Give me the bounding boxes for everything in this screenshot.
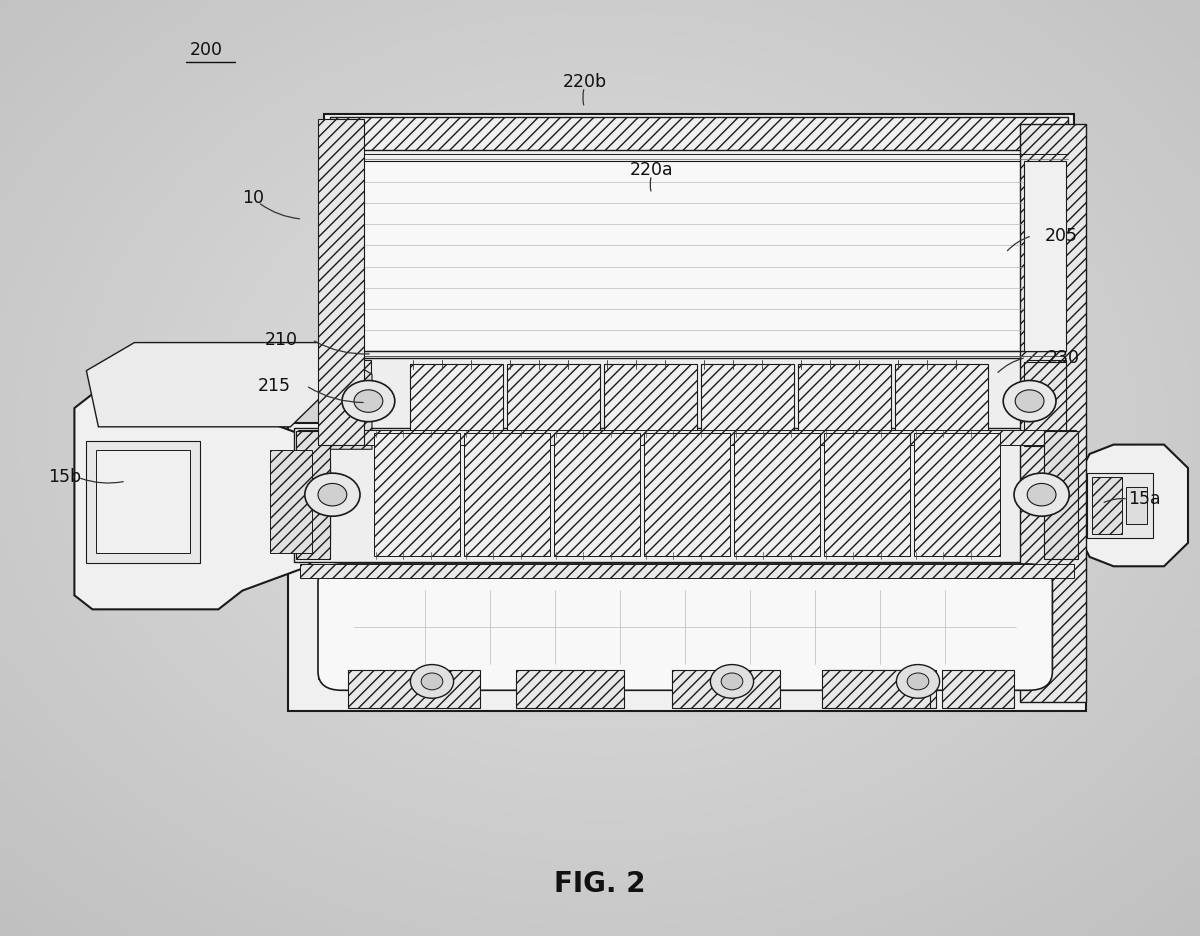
Bar [914,433,1000,556]
Bar [1020,124,1086,702]
Text: 230: 230 [1046,348,1080,367]
Circle shape [354,389,383,412]
Circle shape [1003,380,1056,421]
Bar [288,464,330,539]
FancyBboxPatch shape [318,563,1052,690]
Text: 10: 10 [242,189,264,208]
Text: 15a: 15a [1128,490,1160,508]
Bar [288,423,1086,711]
Circle shape [721,673,743,690]
Bar [1027,360,1066,442]
Bar [701,364,793,440]
Bar [516,670,624,708]
Bar [318,119,364,445]
Bar [1044,431,1078,559]
Bar [410,364,503,440]
Bar [1092,477,1122,534]
Bar [1024,362,1066,446]
Bar [332,360,371,442]
Text: 220b: 220b [563,73,606,92]
Text: 220a: 220a [630,161,673,180]
Circle shape [305,473,360,517]
Bar [324,114,1074,449]
Text: 210: 210 [265,330,298,349]
Bar [318,575,1052,680]
Circle shape [318,483,347,505]
Bar [294,428,1080,562]
Bar [554,433,640,556]
Bar [296,431,330,559]
Polygon shape [1078,445,1188,566]
Polygon shape [74,394,330,609]
Bar [1024,161,1066,351]
Circle shape [1015,389,1044,412]
Bar [270,450,312,553]
Text: FIG. 2: FIG. 2 [554,870,646,898]
Bar [942,670,1014,708]
Circle shape [1014,473,1069,517]
Circle shape [421,673,443,690]
Bar [1087,473,1153,538]
Bar [734,433,820,556]
Text: 205: 205 [1045,227,1079,245]
Polygon shape [324,356,372,449]
Bar [96,450,190,553]
Bar [798,364,890,440]
Bar [348,670,480,708]
Bar [464,433,550,556]
Bar [1126,487,1147,524]
Bar [300,564,1074,578]
Text: 15b: 15b [48,468,82,487]
Bar [330,358,1068,445]
Polygon shape [288,460,330,544]
Text: 215: 215 [257,376,290,395]
Bar [508,364,600,440]
Bar [330,117,1068,150]
Bar [672,670,780,708]
Circle shape [710,665,754,698]
Polygon shape [86,343,362,427]
Circle shape [907,673,929,690]
Bar [824,433,910,556]
Bar [374,433,460,556]
Circle shape [342,380,395,421]
Bar [822,670,930,708]
Text: 200: 200 [190,40,223,59]
Circle shape [410,665,454,698]
Bar [644,433,730,556]
Bar [895,364,988,440]
Bar [605,364,696,440]
Bar [86,441,200,563]
Bar [298,430,1076,445]
Circle shape [896,665,940,698]
Bar [334,161,1064,351]
Circle shape [1027,483,1056,505]
Bar [828,670,936,708]
